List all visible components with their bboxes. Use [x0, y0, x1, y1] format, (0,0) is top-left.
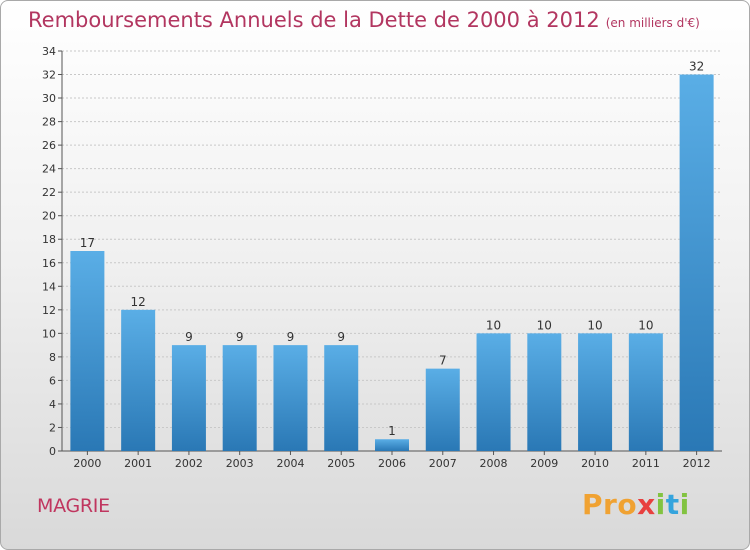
labels: 2000 17 2001 12 2002 9 2003 9 2004 9 2005 9 2006 1 200… — [73, 60, 710, 470]
bar-2010 — [578, 333, 613, 451]
x-tick-label-2000: 2000 — [73, 457, 101, 470]
x-tick-label-2007: 2007 — [429, 457, 457, 470]
y-tick-label-26: 26 — [42, 139, 56, 152]
data-label-2012: 32 — [689, 60, 704, 74]
y-tick-label-12: 12 — [42, 304, 56, 317]
bar-2004 — [273, 345, 308, 451]
logo-part-3: i — [655, 488, 666, 521]
x-tick-label-2012: 2012 — [683, 457, 711, 470]
y-tick-label-6: 6 — [49, 374, 56, 387]
y-tick-label-4: 4 — [49, 398, 56, 411]
bars — [70, 74, 714, 451]
logo-part-2: x — [637, 488, 656, 521]
bar-2000 — [70, 251, 105, 451]
bar-2011 — [628, 333, 663, 451]
y-tick-label-34: 34 — [42, 45, 56, 58]
data-label-2010: 10 — [587, 318, 602, 332]
data-label-2003: 9 — [236, 330, 244, 344]
y-tick-label-8: 8 — [49, 351, 56, 364]
y-tick-label-20: 20 — [42, 210, 56, 223]
chart-title-text: Remboursements Annuels de la Dette de 20… — [28, 8, 600, 32]
data-label-2005: 9 — [337, 330, 345, 344]
x-tick-label-2003: 2003 — [226, 457, 254, 470]
x-tick-label-2008: 2008 — [480, 457, 508, 470]
data-label-2002: 9 — [185, 330, 193, 344]
chart-subtitle: (en milliers d'€) — [605, 16, 700, 30]
y-tick-label-18: 18 — [42, 233, 56, 246]
logo-part-4: t — [665, 488, 680, 521]
y-tick-label-14: 14 — [42, 280, 56, 293]
x-tick-label-2002: 2002 — [175, 457, 203, 470]
y-tick-label-2: 2 — [49, 421, 56, 434]
y-tick-label-10: 10 — [42, 327, 56, 340]
proxiti-logo[interactable]: Proxiti — [582, 488, 690, 521]
x-tick-label-2004: 2004 — [276, 457, 304, 470]
y-tick-label-32: 32 — [42, 69, 56, 82]
bar-2001 — [121, 309, 156, 451]
data-label-2006: 1 — [388, 424, 396, 438]
data-label-2007: 7 — [439, 354, 447, 368]
logo-part-1: Pro — [582, 488, 638, 521]
x-tick-label-2006: 2006 — [378, 457, 406, 470]
x-tick-label-2011: 2011 — [632, 457, 660, 470]
y-tick-label-22: 22 — [42, 186, 56, 199]
y-tick-label-0: 0 — [49, 445, 56, 458]
y-tick-label-16: 16 — [42, 257, 56, 270]
data-label-2011: 10 — [638, 318, 653, 332]
x-tick-label-2009: 2009 — [530, 457, 558, 470]
data-label-2008: 10 — [486, 318, 501, 332]
y-tick-label-24: 24 — [42, 163, 56, 176]
bar-2005 — [324, 345, 359, 451]
bar-2008 — [476, 333, 511, 451]
bar-2009 — [527, 333, 562, 451]
data-label-2001: 12 — [131, 295, 146, 309]
x-tick-label-2010: 2010 — [581, 457, 609, 470]
bar-2002 — [171, 345, 206, 451]
data-label-2000: 17 — [80, 236, 95, 250]
x-tick-label-2001: 2001 — [124, 457, 152, 470]
bar-2006 — [375, 439, 409, 451]
data-label-2009: 10 — [537, 318, 552, 332]
logo-part-5: i — [679, 488, 690, 521]
city-name: MAGRIE — [37, 495, 110, 517]
chart-title: Remboursements Annuels de la Dette de 20… — [28, 8, 700, 32]
bar-2007 — [425, 368, 460, 451]
data-label-2004: 9 — [287, 330, 295, 344]
x-tick-label-2005: 2005 — [327, 457, 355, 470]
grid-lines — [62, 50, 722, 428]
bar-2012 — [679, 74, 714, 451]
y-tick-label-30: 30 — [42, 92, 56, 105]
bar-2003 — [222, 345, 257, 451]
y-tick-label-28: 28 — [42, 116, 56, 129]
